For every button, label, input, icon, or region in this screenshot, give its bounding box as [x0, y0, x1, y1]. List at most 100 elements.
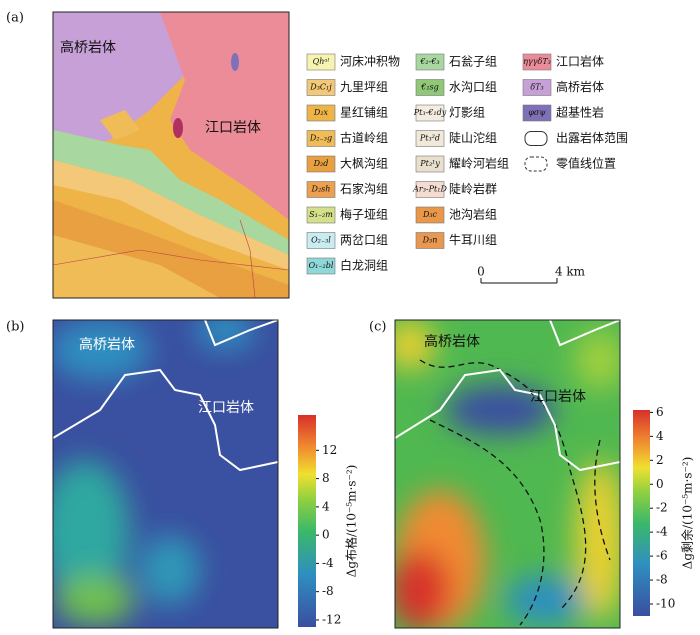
legend-swatch	[306, 257, 336, 275]
colorbar-tick-label: -2	[656, 501, 668, 515]
colorbar-tick-label: -10	[656, 597, 675, 611]
gravity-map	[53, 320, 278, 628]
panel-label: (c)	[369, 320, 386, 335]
legend-swatch	[524, 131, 548, 146]
legend-code: D₂x	[313, 108, 329, 117]
colorbar-tick-label: -4	[656, 525, 668, 539]
colorbar-title: Δg布格/(10⁻⁵m·s⁻²)	[344, 465, 359, 578]
legend-code: S₁₋₂m	[309, 210, 333, 219]
legend-code: Pt₃-€₁dy	[413, 108, 447, 117]
place-name: 高桥岩体	[424, 333, 480, 350]
legend-swatch	[306, 130, 336, 147]
colorbar-tick-label: -6	[656, 549, 668, 563]
colorbar-tick-label: 6	[656, 405, 664, 419]
scale-label: 0	[477, 265, 485, 279]
legend-label: 古道岭组	[340, 130, 388, 145]
legend: Qhᵃˡ 河床冲积物 D₃C₁j 九里坪组 D₂x 星红铺组 D₂₋₃g 古道岭组 D₂d 大枫沟…	[306, 53, 628, 275]
legend-code: O₁₋₂bl	[309, 261, 334, 270]
legend-code: φσψ	[528, 108, 546, 117]
legend-swatch	[415, 130, 445, 147]
legend-code: D₃n	[422, 236, 438, 245]
colorbar-tick-label: 8	[322, 471, 330, 485]
place-name: 高桥岩体	[79, 336, 135, 353]
map-frame	[52, 11, 290, 299]
legend-label: 陡岭岩群	[449, 181, 497, 196]
place-name: 江口岩体	[198, 400, 254, 416]
panel-label: (a)	[6, 11, 24, 26]
legend-swatch	[415, 79, 445, 96]
legend-code: Pt₃¹y	[419, 159, 440, 168]
legend-label: 白龙洞组	[340, 258, 388, 273]
panel-label: (b)	[6, 320, 24, 335]
legend-code: €₁sg	[420, 83, 439, 92]
legend-label: 超基性岩	[556, 105, 604, 120]
legend-swatch	[415, 181, 445, 198]
legend-label: 高桥岩体	[556, 79, 604, 94]
legend-swatch	[306, 53, 336, 71]
colorbar-tick-label: 4	[656, 429, 664, 443]
legend-label: 出露岩体范围	[556, 130, 628, 145]
map-frame	[52, 319, 279, 629]
geologic-map	[53, 12, 289, 298]
legend-swatch	[306, 181, 336, 198]
legend-code: D₂d	[313, 159, 329, 168]
legend-swatch	[306, 155, 336, 173]
place-name: 高桥岩体	[60, 39, 116, 56]
legend-swatch	[524, 156, 548, 172]
legend-swatch	[306, 206, 336, 224]
legend-code: €₂-€₃	[419, 57, 439, 66]
legend-code: D₂₋₃g	[309, 134, 332, 143]
legend-swatch	[522, 53, 552, 71]
legend-label: 陡山沱组	[449, 130, 497, 145]
legend-label: 池沟岩组	[449, 207, 497, 222]
legend-code: Ar₃-Pt₁D	[412, 185, 447, 194]
legend-label: 零值线位置	[556, 156, 616, 171]
scale-label: 4 km	[555, 265, 586, 279]
legend-swatch	[306, 79, 336, 96]
legend-code: Pt₃²d	[419, 134, 440, 143]
legend-label: 石家沟组	[340, 181, 388, 196]
colorbar-tick-label: 4	[322, 499, 330, 513]
legend-code: Qhᵃˡ	[313, 57, 330, 66]
colorbar-tick-label: 2	[656, 453, 664, 467]
colorbar-tick-label: 12	[322, 443, 337, 457]
legend-label: 江口岩体	[556, 54, 604, 69]
legend-swatch	[306, 104, 336, 122]
colorbar	[633, 410, 650, 616]
legend-label: 水沟口组	[449, 80, 497, 94]
legend-label: 灯影组	[449, 106, 485, 120]
legend-swatch	[522, 104, 552, 122]
legend-swatch	[415, 232, 445, 249]
gravity-map	[395, 320, 620, 628]
legend-label: 星红铺组	[340, 105, 388, 120]
colorbar-tick-label: -12	[322, 612, 341, 626]
colorbar-tick-label: 0	[656, 477, 664, 491]
legend-swatch	[306, 232, 336, 249]
legend-label: 河床冲积物	[340, 54, 400, 69]
legend-code: D₃C₁j	[309, 83, 332, 92]
legend-swatch	[415, 53, 445, 71]
legend-label: 九里坪组	[340, 80, 388, 94]
legend-swatch	[415, 155, 445, 173]
colorbar-title: Δg剩余/(10⁻⁵m·s⁻²)	[680, 457, 695, 570]
colorbar-tick-label: -8	[322, 584, 334, 598]
place-name: 江口岩体	[205, 120, 261, 136]
map-frame	[394, 319, 621, 629]
legend-swatch	[522, 79, 552, 96]
colorbar-tick-label: -4	[322, 556, 334, 570]
legend-code: δT₃	[530, 83, 543, 92]
legend-label: 两岔口组	[340, 233, 388, 247]
colorbar	[298, 415, 316, 627]
colorbar-tick-label: -8	[656, 573, 668, 587]
legend-code: O₂₋₃l	[311, 236, 331, 245]
legend-label: 牛耳川组	[449, 232, 497, 247]
legend-label: 耀岭河岩组	[449, 156, 509, 171]
legend-label: 梅子垭组	[340, 207, 388, 222]
colorbar-tick-label: 0	[322, 528, 330, 542]
legend-label: 大枫沟组	[340, 156, 388, 171]
legend-code: ηγγδT₃	[523, 57, 551, 66]
legend-code: D₂sh	[311, 185, 331, 194]
legend-swatch	[415, 206, 445, 224]
legend-code: D₃c	[422, 210, 438, 219]
